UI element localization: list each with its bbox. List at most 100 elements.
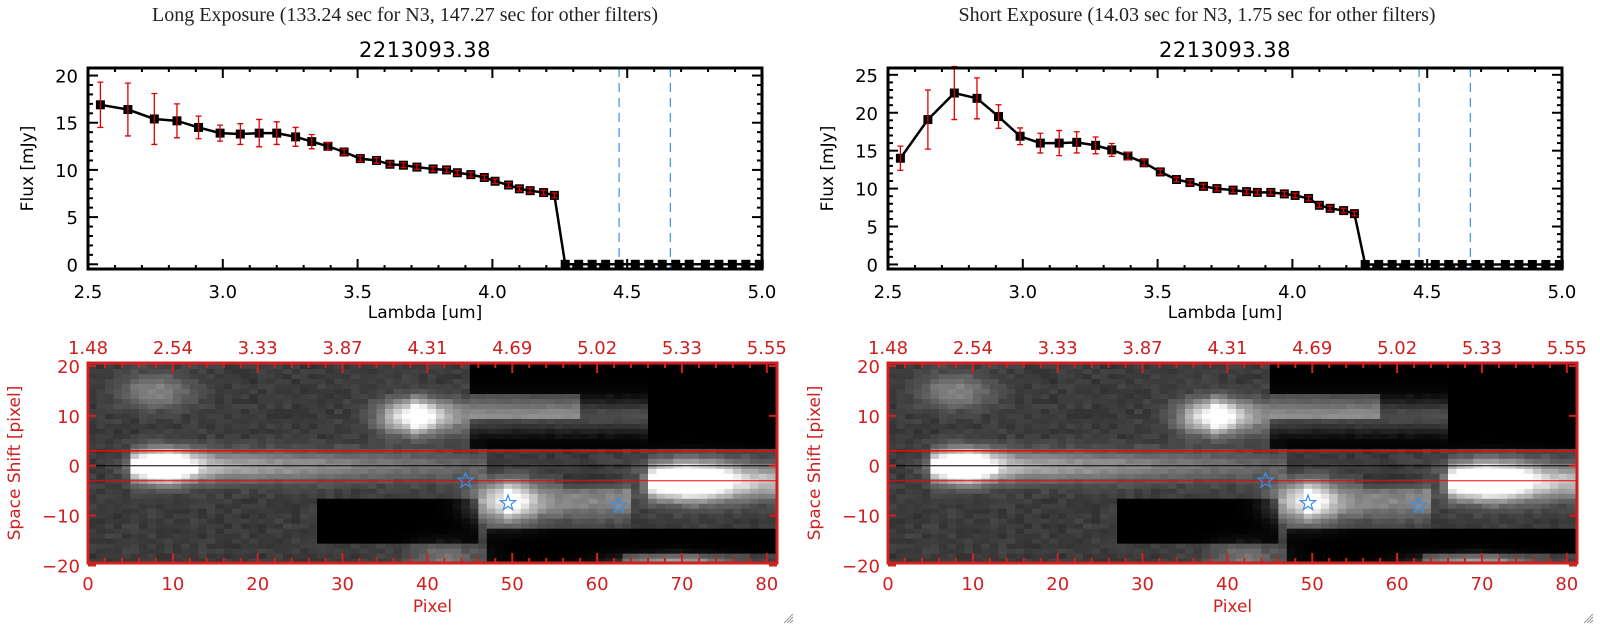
image-pixel — [1040, 528, 1050, 534]
image-pixel — [947, 543, 957, 549]
image-pixel — [972, 443, 982, 449]
image-pixel — [888, 473, 898, 479]
image-pixel — [198, 438, 208, 444]
image-pixel — [1040, 503, 1050, 509]
image-pixel — [283, 488, 293, 494]
x-tick-label: 3.5 — [1143, 282, 1172, 303]
image-pixel — [461, 438, 471, 444]
image-pixel — [955, 378, 965, 385]
image-pixel — [913, 363, 923, 370]
image-pixel — [588, 393, 598, 400]
image-pixel — [342, 403, 352, 409]
image-pixel — [1066, 368, 1076, 375]
image-pixel — [478, 518, 488, 524]
image-pixel — [614, 533, 624, 539]
image-pixel — [698, 473, 709, 479]
image-pixel — [104, 428, 115, 434]
image-pixel — [930, 398, 940, 404]
image-pixel — [393, 543, 403, 549]
image-pixel — [537, 488, 547, 494]
image-pixel — [351, 473, 361, 479]
image-pixel — [1108, 533, 1118, 539]
image-pixel — [444, 383, 454, 390]
image-pixel — [503, 408, 513, 414]
image-pixel — [334, 453, 344, 459]
image-pixel — [469, 403, 479, 409]
image-pixel — [1006, 408, 1016, 414]
image-pixel — [1074, 433, 1084, 439]
resize-grip-icon[interactable] — [782, 612, 794, 624]
image-pixel — [766, 493, 776, 499]
error-bar — [1173, 176, 1180, 183]
image-pixel — [1015, 373, 1025, 380]
image-pixel — [138, 383, 148, 390]
image-pixel — [300, 398, 310, 404]
image-pixel — [724, 508, 734, 514]
image-pixel — [588, 473, 598, 479]
image-pixel — [1015, 503, 1025, 509]
image-pixel — [766, 538, 776, 544]
image-pixel — [580, 483, 590, 489]
image-pixel — [351, 373, 361, 380]
image-pixel — [1074, 523, 1084, 529]
image-pixel — [1006, 508, 1016, 514]
image-pixel — [656, 423, 666, 429]
image-pixel — [648, 413, 658, 419]
image-pixel — [351, 438, 361, 444]
image-pixel — [444, 408, 454, 414]
image-pixel — [904, 503, 915, 509]
image-pixel — [921, 443, 932, 449]
image-pixel — [155, 413, 165, 419]
image-pixel — [938, 523, 948, 529]
image-pixel — [249, 468, 259, 474]
image-pixel — [444, 388, 454, 395]
image-pixel — [317, 403, 327, 409]
image-pixel — [147, 438, 157, 444]
image-pixel — [571, 388, 581, 395]
image-pixel — [673, 483, 683, 489]
image-pixel — [639, 453, 649, 459]
image-pixel — [520, 398, 530, 404]
image-pixel — [546, 378, 556, 385]
image-pixel — [503, 558, 513, 564]
image-pixel — [410, 493, 420, 499]
image-pixel — [376, 408, 386, 414]
image-pixel — [981, 483, 991, 489]
image-pixel — [955, 363, 965, 370]
image-pixel — [964, 503, 974, 509]
image-pixel — [1117, 558, 1127, 564]
image-pixel — [88, 503, 98, 509]
image-pixel — [998, 438, 1008, 444]
image-pixel — [1023, 378, 1033, 385]
image-pixel — [384, 458, 395, 464]
image-pixel — [495, 403, 505, 409]
image-pixel — [384, 558, 395, 564]
image-pixel — [418, 533, 429, 539]
image-pixel — [732, 373, 742, 380]
image-pixel — [512, 488, 522, 494]
image-pixel — [1032, 553, 1042, 559]
image-pixel — [529, 443, 539, 449]
image-pixel — [913, 473, 923, 479]
image-pixel — [749, 523, 759, 529]
image-pixel — [648, 503, 658, 509]
image-pixel — [308, 493, 318, 499]
image-pixel — [631, 473, 641, 479]
image-pixel — [622, 503, 632, 509]
image-pixel — [964, 433, 974, 439]
image-pixel — [368, 453, 378, 459]
image-pixel — [452, 368, 462, 375]
image-pixel — [334, 548, 344, 554]
image-pixel — [359, 423, 369, 429]
image-pixel — [955, 453, 965, 459]
image-pixel — [376, 558, 386, 564]
image-pixel — [495, 473, 505, 479]
image-pixel — [1066, 523, 1076, 529]
image-pixel — [741, 363, 751, 370]
image-pixel — [206, 513, 216, 519]
image-pixel — [266, 438, 276, 444]
image-pixel — [393, 538, 403, 544]
image-pixel — [249, 533, 259, 539]
image-pixel — [913, 438, 923, 444]
image-pixel — [904, 438, 915, 444]
